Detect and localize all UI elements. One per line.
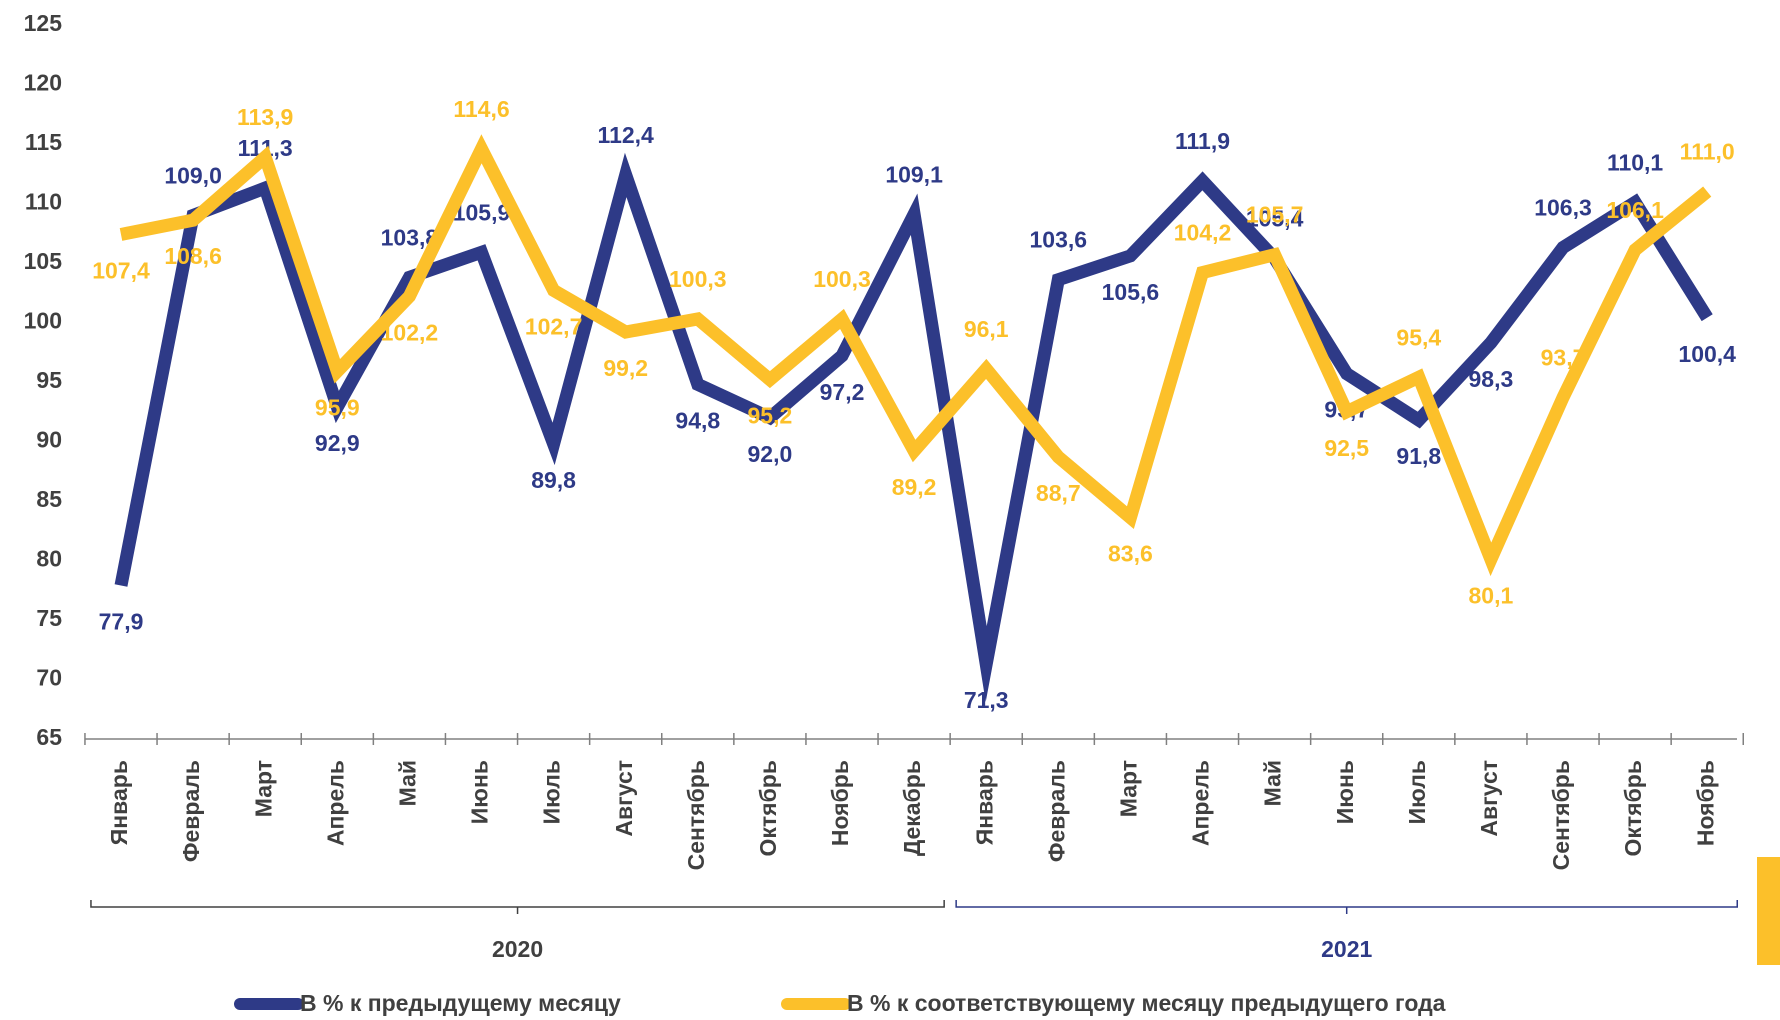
x-tick-label: Октябрь: [1620, 760, 1646, 856]
y-tick-label: 110: [25, 189, 62, 215]
x-tick-label: Февраль: [1043, 760, 1069, 862]
data-label: 71,3: [964, 687, 1009, 713]
x-tick-label: Сентябрь: [683, 760, 709, 870]
x-tick-label: Июнь: [1332, 760, 1358, 824]
y-tick-label: 105: [24, 248, 63, 274]
x-tick-label: Апрель: [1188, 760, 1214, 846]
series-line: [119, 134, 1712, 577]
x-tick-label: Февраль: [178, 760, 204, 862]
data-label: 105,9: [453, 199, 511, 225]
data-label: 100,4: [1678, 341, 1736, 367]
y-tick-label: 115: [25, 129, 62, 155]
x-tick-label: Январь: [971, 760, 997, 845]
x-tick-label: Август: [1476, 760, 1502, 837]
x-tick-label: Декабрь: [899, 760, 925, 856]
data-label: 92,9: [315, 430, 360, 456]
x-tick-label: Ноябрь: [827, 760, 853, 846]
x-tick-label: Июнь: [467, 760, 493, 824]
data-label: 95,4: [1396, 324, 1441, 350]
data-label: 83,6: [1108, 541, 1153, 567]
data-label: 97,2: [820, 379, 865, 405]
group-bracket: [90, 900, 945, 914]
data-label: 108,6: [164, 243, 222, 269]
data-label: 80,1: [1469, 582, 1514, 608]
x-tick-label: Март: [250, 760, 276, 817]
data-label: 110,1: [1607, 149, 1663, 175]
y-tick-label: 120: [24, 70, 62, 96]
x-tick-label: Сентябрь: [1548, 760, 1574, 870]
x-tick-label: Ноябрь: [1692, 760, 1718, 846]
x-tick-label: Январь: [106, 760, 132, 845]
y-tick-label: 100: [24, 308, 62, 334]
data-label: 89,8: [531, 467, 576, 493]
x-tick-label: Март: [1115, 760, 1141, 817]
legend-label: В % к соответствующему месяцу предыдущег…: [847, 990, 1446, 1016]
data-label: 105,4: [1246, 205, 1304, 231]
group-bracket: [955, 900, 1738, 914]
corner-decoration: [1757, 857, 1780, 965]
x-tick-label: Май: [394, 760, 420, 806]
data-label: 109,0: [164, 162, 222, 188]
data-label: 113,9: [237, 104, 293, 130]
data-label: 111,0: [1680, 139, 1735, 165]
y-tick-label: 95: [36, 367, 62, 393]
y-tick-label: 90: [36, 427, 62, 453]
data-label: 92,5: [1324, 435, 1369, 461]
data-label: 100,3: [669, 266, 727, 292]
data-label: 102,7: [525, 313, 583, 339]
data-label: 112,4: [598, 122, 654, 148]
data-label: 91,8: [1396, 443, 1441, 469]
data-label: 95,9: [315, 394, 360, 420]
group-label: 2021: [1321, 936, 1372, 962]
data-label: 92,0: [748, 441, 793, 467]
data-label: 77,9: [99, 609, 144, 635]
data-label: 100,3: [813, 266, 871, 292]
x-tick-label: Июль: [1404, 760, 1430, 824]
data-label: 103,6: [1030, 227, 1088, 253]
y-tick-label: 80: [36, 546, 62, 572]
data-label: 98,3: [1469, 366, 1514, 392]
x-tick-label: Август: [611, 760, 637, 837]
y-tick-label: 65: [36, 724, 62, 750]
y-tick-label: 85: [36, 486, 62, 512]
data-label: 104,2: [1174, 220, 1232, 246]
data-label: 95,2: [748, 403, 793, 429]
data-label: 89,2: [892, 474, 937, 500]
y-tick-label: 70: [36, 665, 62, 691]
x-tick-label: Июль: [539, 760, 565, 824]
x-tick-label: Апрель: [322, 760, 348, 846]
legend-label: В % к предыдущему месяцу: [300, 990, 621, 1016]
data-label: 106,1: [1606, 197, 1664, 223]
group-label: 2020: [492, 936, 543, 962]
data-label: 94,8: [675, 407, 720, 433]
x-tick-label: Май: [1260, 760, 1286, 806]
data-label: 93,7: [1541, 345, 1586, 371]
data-label: 102,2: [381, 319, 439, 345]
data-label: 109,1: [885, 161, 943, 187]
data-label: 88,7: [1036, 480, 1081, 506]
data-label: 114,6: [453, 96, 509, 122]
data-label: 105,7: [1246, 202, 1304, 228]
data-label: 105,6: [1102, 279, 1160, 305]
data-label: 99,2: [603, 355, 648, 381]
y-tick-label: 125: [24, 10, 63, 36]
y-tick-label: 75: [36, 605, 62, 631]
x-tick-label: Октябрь: [755, 760, 781, 856]
data-label: 107,4: [92, 258, 150, 284]
data-label: 96,1: [964, 316, 1009, 342]
data-label: 111,9: [1175, 128, 1230, 154]
data-label: 106,3: [1534, 195, 1592, 221]
